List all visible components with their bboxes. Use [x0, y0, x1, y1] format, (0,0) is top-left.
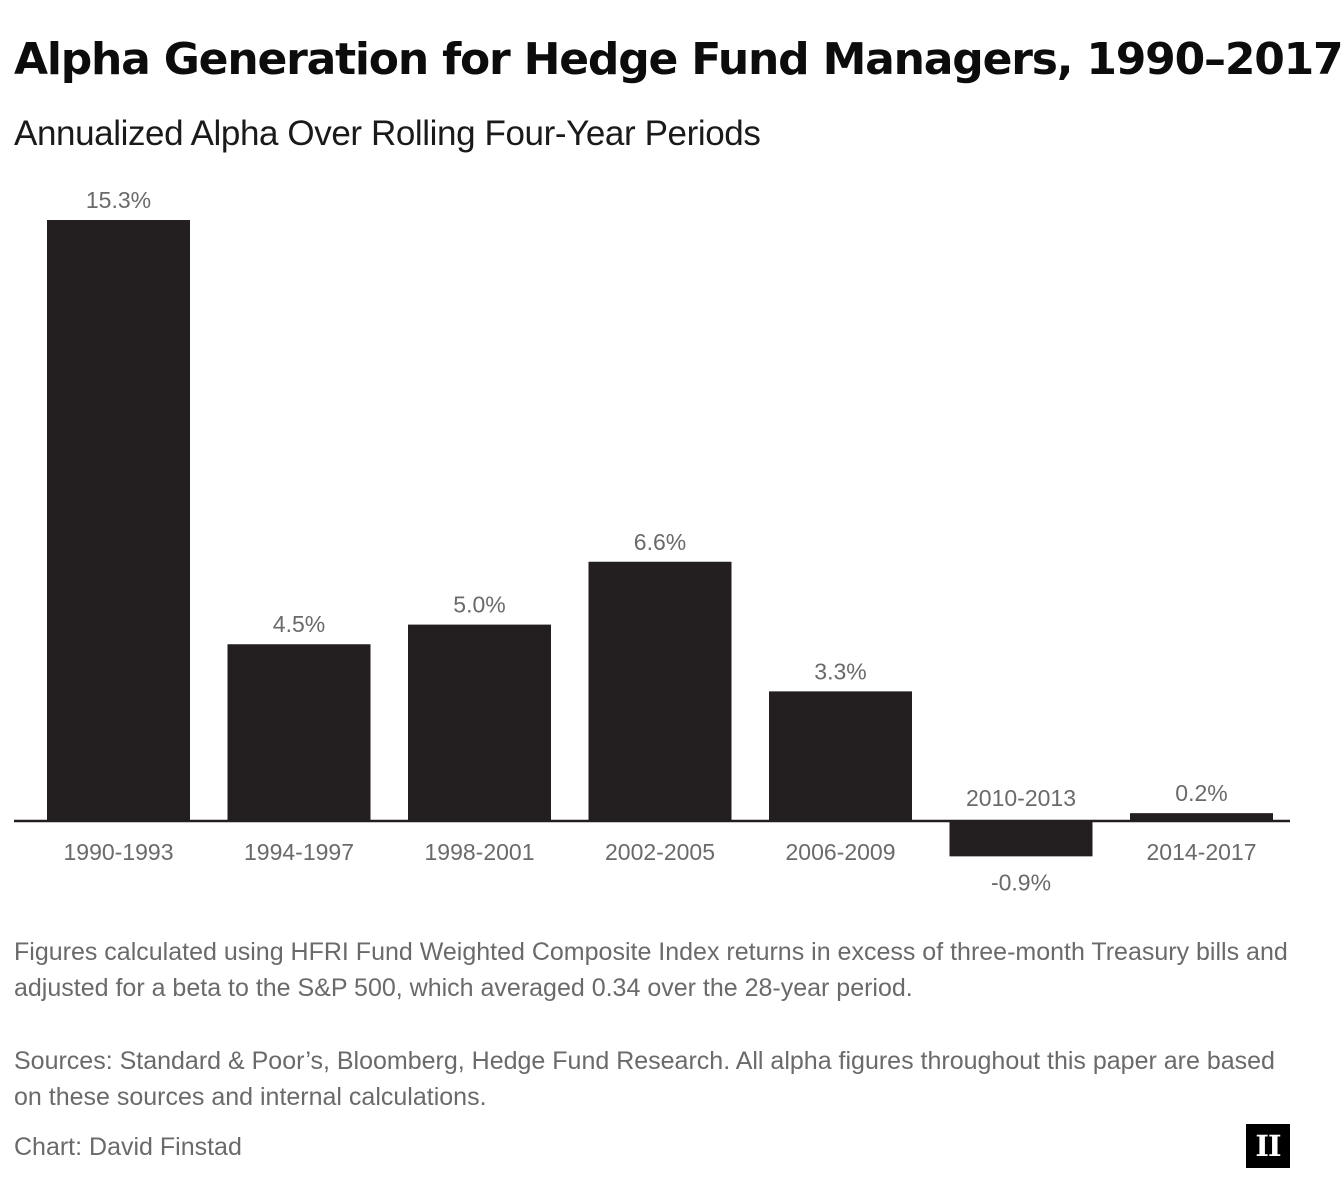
value-label-1998-2001: 5.0% [453, 592, 505, 618]
category-label-1994-1997: 1994-1997 [244, 839, 354, 865]
category-label-2010-2013: 2010-2013 [966, 785, 1076, 811]
category-label-1990-1993: 1990-1993 [64, 839, 174, 865]
bars-group [47, 220, 1273, 857]
value-label-2002-2005: 6.6% [634, 529, 686, 555]
sources-note: Sources: Standard & Poor’s, Bloomberg, H… [14, 1047, 1275, 1111]
bar-2014-2017 [1130, 813, 1273, 821]
chart-credit: Chart: David Finstad [14, 1133, 242, 1161]
chart-subtitle: Annualized Alpha Over Rolling Four-Year … [14, 114, 761, 153]
category-label-2006-2009: 2006-2009 [786, 839, 896, 865]
value-label-1990-1993: 15.3% [86, 187, 151, 213]
bar-2002-2005 [588, 561, 732, 821]
value-labels-group: 15.3% 4.5% 5.0% 6.6% 3.3% -0.9% 0.2% [86, 187, 1228, 895]
bar-2010-2013 [949, 821, 1093, 857]
value-label-2010-2013: -0.9% [991, 869, 1051, 895]
bar-1998-2001 [408, 624, 551, 821]
category-labels-group: 1990-1993 1994-1997 1998-2001 2002-2005 2006… [64, 785, 1257, 865]
value-label-2006-2009: 3.3% [814, 658, 866, 684]
category-label-2002-2005: 2002-2005 [605, 839, 715, 865]
bar-chart: 15.3% 4.5% 5.0% 6.6% 3.3% -0.9% 0.2% 1990-1993… [14, 187, 1290, 895]
value-label-2014-2017: 0.2% [1175, 780, 1227, 806]
methodology-note: Figures calculated using HFRI Fund Weigh… [14, 938, 1288, 1002]
bar-2006-2009 [769, 691, 912, 821]
bar-1994-1997 [227, 644, 371, 821]
category-label-1998-2001: 1998-2001 [425, 839, 535, 865]
chart-title: Alpha Generation for Hedge Fund Managers… [14, 34, 1342, 85]
bar-1990-1993 [47, 220, 190, 821]
value-label-1994-1997: 4.5% [273, 611, 325, 637]
category-label-2014-2017: 2014-2017 [1147, 839, 1257, 865]
institutional-investor-logo: II [1246, 1124, 1290, 1168]
